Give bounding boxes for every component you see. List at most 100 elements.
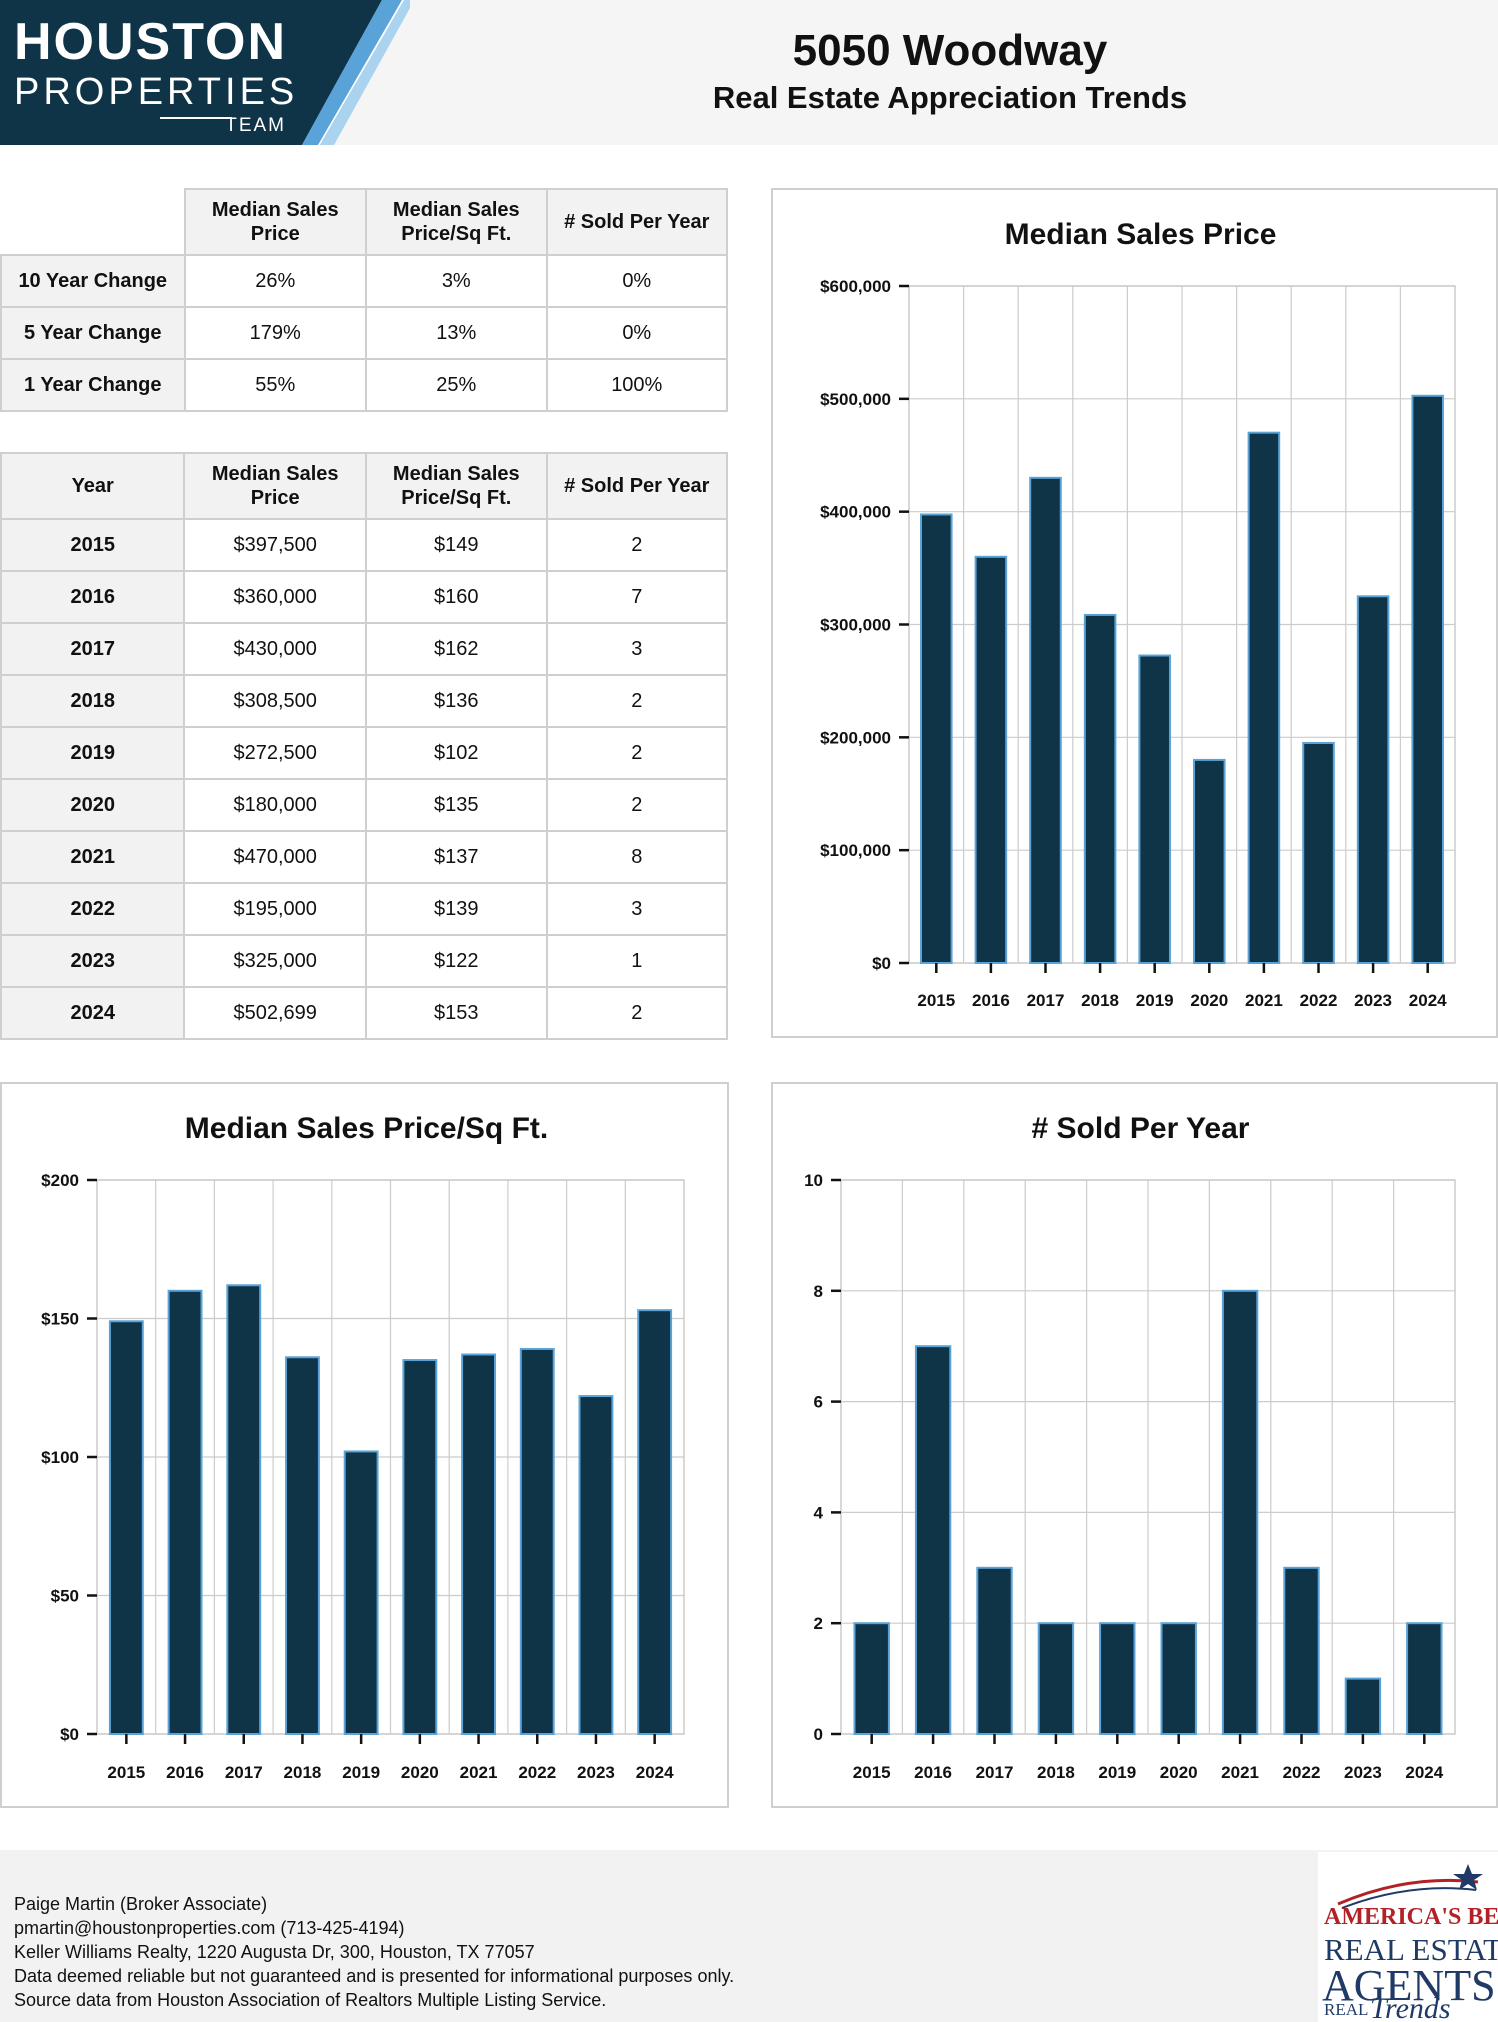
median-sales-price-svg: Median Sales Price $0 $100,000 $200,000 $300… bbox=[820, 218, 1456, 1010]
table-cell: 2 bbox=[545, 778, 729, 832]
x-tick-label: 2016 bbox=[972, 991, 1010, 1010]
y-tick-label: $150 bbox=[41, 1310, 79, 1329]
x-tick-label: 2023 bbox=[1344, 1763, 1382, 1782]
median-price-per-sqft-chart: Median Sales Price/Sq Ft. $0 $50 $100 $150 $2… bbox=[0, 1082, 729, 1808]
table-cell: 179% bbox=[183, 306, 367, 360]
table-row: 2015 $397,500 $149 2 bbox=[0, 518, 729, 572]
bar-2021 bbox=[1221, 1289, 1259, 1736]
table-cell: $360,000 bbox=[183, 570, 367, 624]
table-row: 2020 $180,000 $135 2 bbox=[0, 778, 729, 832]
row-label: 2016 bbox=[0, 570, 186, 624]
bar-2021 bbox=[461, 1353, 496, 1735]
sold-per-year-svg: # Sold Per Year 0 2 4 6 8 10 2015 2016 2017 2018 20… bbox=[804, 1112, 1456, 1782]
y-tick-label: $400,000 bbox=[820, 503, 891, 522]
table-cell: $308,500 bbox=[183, 674, 367, 728]
table-cell: $180,000 bbox=[183, 778, 367, 832]
table-cell: $325,000 bbox=[183, 934, 367, 988]
table-cell: $139 bbox=[364, 882, 548, 936]
houston-properties-logo: HOUSTON PROPERTIES TEAM bbox=[0, 0, 410, 145]
x-tick-label: 2016 bbox=[166, 1763, 204, 1782]
footer-disclaimer: Data deemed reliable but not guaranteed … bbox=[14, 1966, 735, 1986]
bar-2020 bbox=[1160, 1622, 1197, 1736]
table-cell: 13% bbox=[365, 306, 548, 360]
x-tick-label: 2021 bbox=[1221, 1763, 1259, 1782]
x-tick-label: 2015 bbox=[853, 1763, 891, 1782]
table-row: 2018 $308,500 $136 2 bbox=[0, 674, 729, 728]
bar-2016 bbox=[974, 555, 1008, 964]
bar-2017 bbox=[226, 1284, 262, 1735]
column-header: Year bbox=[0, 452, 186, 520]
x-tick-label: 2015 bbox=[917, 991, 955, 1010]
y-tick-label: $200,000 bbox=[820, 728, 891, 747]
bar-2017 bbox=[1029, 476, 1062, 964]
bar-2016 bbox=[167, 1289, 203, 1736]
table-cell: 55% bbox=[183, 358, 367, 412]
bar-2023 bbox=[1344, 1677, 1382, 1735]
row-label: 2024 bbox=[0, 986, 186, 1040]
bar-2024 bbox=[637, 1309, 673, 1735]
y-tick-label: 10 bbox=[804, 1171, 823, 1190]
table-row: 1 Year Change 55% 25% 100% bbox=[0, 358, 729, 412]
table-cell: $160 bbox=[364, 570, 548, 624]
row-label: 2019 bbox=[0, 726, 186, 780]
logo-rule bbox=[160, 117, 232, 119]
table-cell: 3 bbox=[545, 622, 729, 676]
table-row: 10 Year Change 26% 3% 0% bbox=[0, 254, 729, 308]
x-tick-label: 2016 bbox=[914, 1763, 952, 1782]
bar-2019 bbox=[1138, 654, 1171, 964]
row-label: 2015 bbox=[0, 518, 186, 572]
table-cell: $122 bbox=[364, 934, 548, 988]
badge-line-real: REAL bbox=[1324, 2000, 1369, 2019]
logo-line-houston: HOUSTON bbox=[14, 13, 288, 71]
table-cell: $272,500 bbox=[183, 726, 367, 780]
median-sales-price-chart: Median Sales Price $0 $100,000 $200,000 $300… bbox=[771, 188, 1498, 1038]
y-tick-label: 0 bbox=[814, 1725, 823, 1744]
column-header: # Sold Per Year bbox=[545, 452, 729, 520]
y-tick-label: $50 bbox=[51, 1587, 79, 1606]
table-cell: $102 bbox=[364, 726, 548, 780]
table-cell: $153 bbox=[364, 986, 548, 1040]
column-header: Median Sales Price/Sq Ft. bbox=[364, 452, 548, 520]
bar-2019 bbox=[343, 1450, 379, 1735]
table-cell: 25% bbox=[365, 358, 548, 412]
x-tick-label: 2020 bbox=[1190, 991, 1228, 1010]
chart-title: Median Sales Price bbox=[1005, 218, 1277, 251]
table-cell: $135 bbox=[364, 778, 548, 832]
column-header: Median Sales Price bbox=[183, 452, 367, 520]
x-tick-label: 2022 bbox=[1300, 991, 1338, 1010]
bar-2022 bbox=[519, 1347, 555, 1735]
x-tick-label: 2022 bbox=[1283, 1763, 1321, 1782]
page-title: 5050 Woodway bbox=[792, 26, 1108, 75]
bar-2016 bbox=[914, 1345, 952, 1735]
footer-agent-name: Paige Martin (Broker Associate) bbox=[14, 1894, 268, 1914]
row-label: 2021 bbox=[0, 830, 186, 884]
median-price-per-sqft-svg: Median Sales Price/Sq Ft. $0 $50 $100 $150 $2… bbox=[41, 1112, 685, 1782]
x-tick-label: 2017 bbox=[1027, 991, 1065, 1010]
x-tick-label: 2023 bbox=[577, 1763, 615, 1782]
bar-2015 bbox=[853, 1622, 890, 1736]
table-row: 2021 $470,000 $137 8 bbox=[0, 830, 729, 884]
y-tick-label: $0 bbox=[872, 954, 891, 973]
y-tick-label: $500,000 bbox=[820, 390, 891, 409]
y-tick-label: $200 bbox=[41, 1171, 79, 1190]
bar-2017 bbox=[976, 1566, 1013, 1735]
bar-2018 bbox=[1083, 613, 1117, 964]
table-row: 2023 $325,000 $122 1 bbox=[0, 934, 729, 988]
x-tick-label: 2019 bbox=[342, 1763, 380, 1782]
x-tick-label: 2024 bbox=[1409, 991, 1447, 1010]
badge-line-trends: Trends bbox=[1370, 1992, 1451, 2022]
table-cell: $136 bbox=[364, 674, 548, 728]
table-cell: 2 bbox=[545, 518, 729, 572]
bar-2023 bbox=[1356, 595, 1390, 964]
table-row: 2022 $195,000 $139 3 bbox=[0, 882, 729, 936]
bar-2021 bbox=[1247, 431, 1281, 964]
bar-2019 bbox=[1099, 1622, 1136, 1736]
column-header: Median Sales Price/Sq Ft. bbox=[365, 188, 548, 256]
bar-2020 bbox=[1193, 758, 1226, 965]
page-subtitle: Real Estate Appreciation Trends bbox=[712, 80, 1188, 115]
table-cell: $502,699 bbox=[183, 986, 367, 1040]
table-row: 2024 $502,699 $153 2 bbox=[0, 986, 729, 1040]
x-tick-label: 2020 bbox=[1160, 1763, 1198, 1782]
page-footer: Paige Martin (Broker Associate) pmartin@… bbox=[0, 1850, 1498, 2022]
x-tick-label: 2017 bbox=[225, 1763, 263, 1782]
